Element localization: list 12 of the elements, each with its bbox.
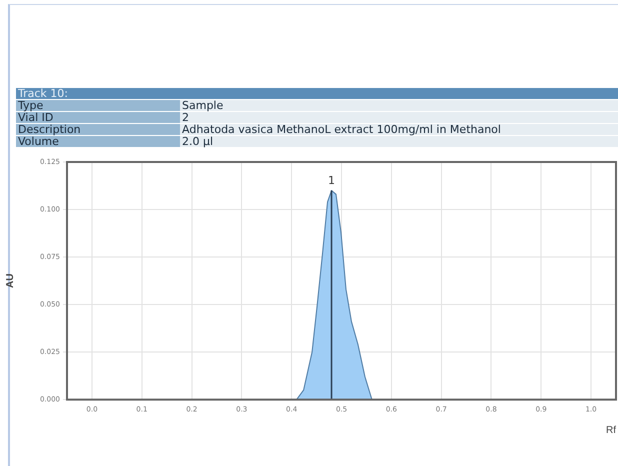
text: Vial ID — [16, 111, 180, 124]
text: Sample — [180, 99, 618, 112]
text: Type — [16, 99, 180, 112]
annotation: 1 — [328, 174, 336, 187]
text: 2.0 µl — [180, 135, 618, 148]
y-axis-title: AU — [4, 274, 16, 288]
text: 2 — [180, 111, 618, 124]
x-axis-title: Rf — [606, 424, 616, 436]
text: Volume — [16, 135, 180, 148]
text: Description — [16, 123, 180, 136]
text: Track 10: — [16, 87, 618, 100]
text: Adhatoda vasica MethanoL extract 100mg/ml in Methanol — [180, 123, 618, 136]
